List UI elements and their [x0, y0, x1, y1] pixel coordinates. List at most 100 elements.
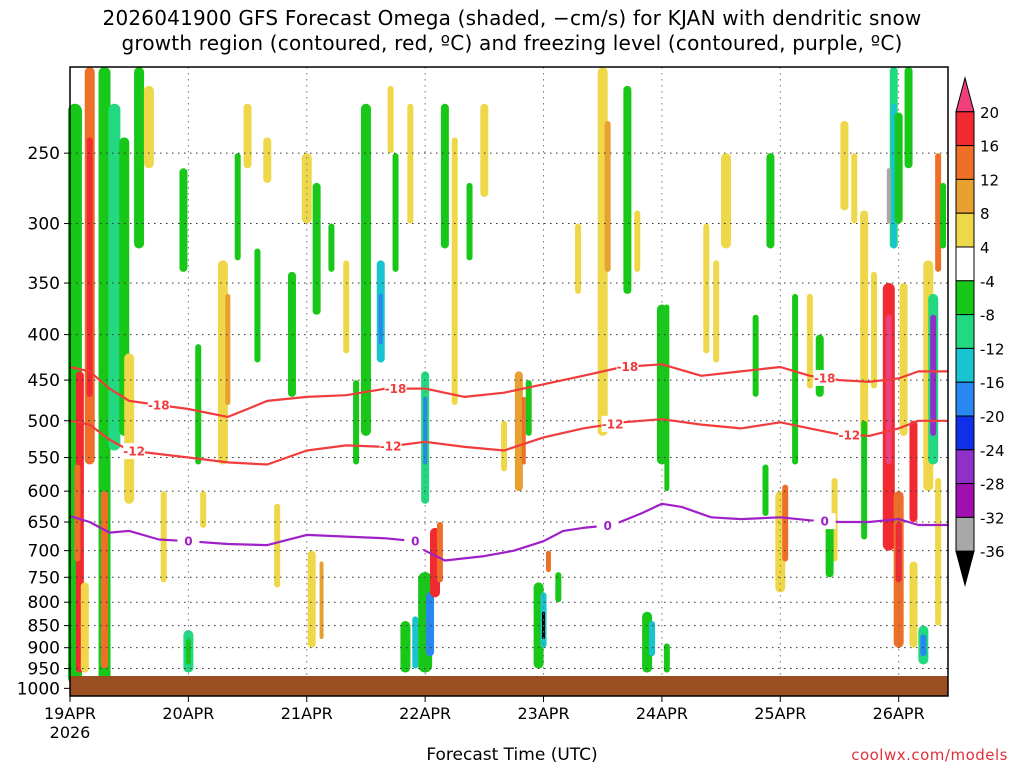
x-tick-label-21APR: 21APR — [281, 704, 333, 723]
omega-shade-region-13 — [143, 85, 154, 169]
omega-shade-region-2 — [74, 464, 81, 562]
omega-shade-region-38 — [392, 153, 399, 272]
isotherm-minus18-label-bg-1 — [384, 380, 407, 397]
omega-shade-region-36 — [378, 293, 383, 345]
omega-shade-region-85 — [851, 153, 858, 224]
omega-shade-region-84 — [840, 120, 849, 211]
colorbar-swatch-7 — [955, 314, 975, 349]
colorbar-label-5: -4 — [980, 273, 995, 291]
isotherm-minus18-label-bg-0 — [147, 396, 170, 413]
colorbar-label-13: -36 — [980, 543, 1005, 561]
isotherm-minus18-label-bg-3 — [813, 369, 836, 386]
omega-shade-region-51 — [480, 103, 489, 197]
omega-shade-region-18 — [200, 491, 207, 528]
y-tick-label-500: 500 — [28, 412, 60, 432]
freezing-level-label-0: 0 — [184, 535, 192, 549]
isotherm-minus18-label-1: -18 — [385, 382, 407, 396]
omega-shade-region-45 — [426, 592, 435, 657]
omega-shade-region-54 — [521, 396, 526, 465]
omega-shade-region-60 — [555, 572, 562, 603]
omega-shade-region-17 — [195, 344, 202, 465]
omega-shade-region-6 — [101, 491, 109, 669]
colorbar-swatch-5 — [955, 246, 975, 282]
omega-shade-region-48 — [440, 103, 449, 249]
isotherm-minus12-label-1: -12 — [380, 440, 402, 454]
omega-shade-region-73 — [721, 153, 732, 249]
omega-shade-region-21 — [234, 153, 241, 261]
y-tick-label-300: 300 — [28, 215, 60, 235]
y-tick-label-700: 700 — [28, 542, 60, 562]
freezing-level-label-bg-3 — [813, 513, 836, 530]
omega-shade-region-88 — [861, 420, 868, 540]
omega-shade-region-107 — [935, 478, 942, 626]
isotherm-minus18-label-0: -18 — [148, 398, 170, 412]
title-line-1: 2026041900 GFS Forecast Omega (shaded, −… — [102, 6, 922, 30]
omega-shade-region-25 — [274, 503, 281, 588]
colorbar-label-2: 12 — [980, 171, 999, 189]
freezing-level-label-bg-1 — [404, 533, 427, 550]
omega-shade-region-70 — [663, 643, 670, 673]
colorbar-label-8: -16 — [980, 374, 1005, 392]
colorbar-swatch-6 — [955, 280, 975, 316]
omega-shade-region-7 — [108, 103, 121, 451]
colorbar-swatch-8 — [955, 347, 975, 383]
omega-shade-region-102 — [920, 634, 927, 657]
omega-shade-region-75 — [766, 153, 775, 249]
omega-shade-region-49 — [451, 137, 458, 405]
omega-shade-region-9 — [134, 67, 145, 249]
colorbar-label-4: 4 — [980, 239, 990, 257]
colorbar-swatch-10 — [955, 415, 975, 451]
y-tick-label-950: 950 — [28, 660, 60, 680]
contour-layer: -18 -18 -18 -18 -12 -12 -12 -12 0 0 0 0 — [69, 358, 948, 562]
omega-shade-region-20 — [225, 293, 231, 405]
omega-shade-region-78 — [782, 484, 789, 562]
colorbar-label-1: 16 — [980, 138, 999, 156]
x-tick-label-24APR: 24APR — [636, 704, 688, 723]
omega-shade-region-12 — [160, 491, 167, 583]
credit-text: coolwx.com/models — [851, 746, 1008, 764]
omega-shade-region-30 — [319, 561, 324, 640]
omega-shade-region-10 — [124, 353, 135, 504]
freezing-level-label-bg-0 — [177, 533, 200, 550]
colorbar-swatch-3 — [955, 178, 975, 214]
omega-shade-region-108 — [940, 182, 947, 249]
freezing-level-label-1: 0 — [411, 535, 419, 549]
omega-shade-region-94 — [885, 314, 892, 465]
omega-shade-region-64 — [623, 85, 632, 294]
omega-shade-region-33 — [353, 380, 360, 465]
freezing-level-label-3: 0 — [821, 515, 829, 529]
omega-shade-region-23 — [254, 248, 261, 363]
x-tick-label-26APR: 26APR — [873, 704, 925, 723]
omega-shade-region-34 — [360, 103, 371, 436]
omega-shade-region-92 — [894, 112, 903, 224]
omega-shade-region-87 — [871, 271, 878, 389]
omega-shade-region-28 — [312, 182, 321, 315]
colorbar-label-3: 8 — [980, 205, 990, 223]
omega-shade-region-67 — [664, 304, 670, 492]
isotherm-minus12-label-3: -12 — [839, 428, 861, 442]
omega-shade-region-83 — [825, 516, 834, 578]
colorbar-label-6: -8 — [980, 307, 995, 325]
omega-shade-region-99 — [909, 420, 918, 523]
isotherm-minus18-label-2: -18 — [617, 360, 639, 374]
colorbar-label-7: -12 — [980, 340, 1005, 358]
y-axis: 2503003504004505005506006507007508008509… — [17, 144, 70, 699]
freezing-level-label-bg-2 — [596, 517, 619, 534]
colorbar-label-12: -32 — [980, 509, 1005, 527]
omega-shade-region-65 — [634, 210, 641, 272]
x-tick-label-25APR: 25APR — [754, 704, 806, 723]
freezing-level-label-2: 0 — [603, 519, 611, 533]
isotherm-minus12-label-2: -12 — [602, 417, 624, 431]
omega-shade-region-74 — [752, 314, 759, 397]
colorbar-label-0: 20 — [980, 104, 999, 122]
x-tick-label-23APR: 23APR — [517, 704, 569, 723]
omega-shade-region-98 — [899, 283, 908, 436]
omega-shade-region-37 — [387, 85, 394, 154]
y-tick-label-250: 250 — [28, 144, 60, 164]
x-tick-sublabel-19APR: 2026 — [50, 723, 91, 742]
colorbar-swatch-11 — [955, 449, 975, 485]
y-tick-label-600: 600 — [28, 482, 60, 502]
omega-shade-region-106 — [935, 153, 942, 272]
omega-shade-region-53 — [514, 371, 523, 492]
omega-shade-region-86 — [860, 210, 869, 436]
